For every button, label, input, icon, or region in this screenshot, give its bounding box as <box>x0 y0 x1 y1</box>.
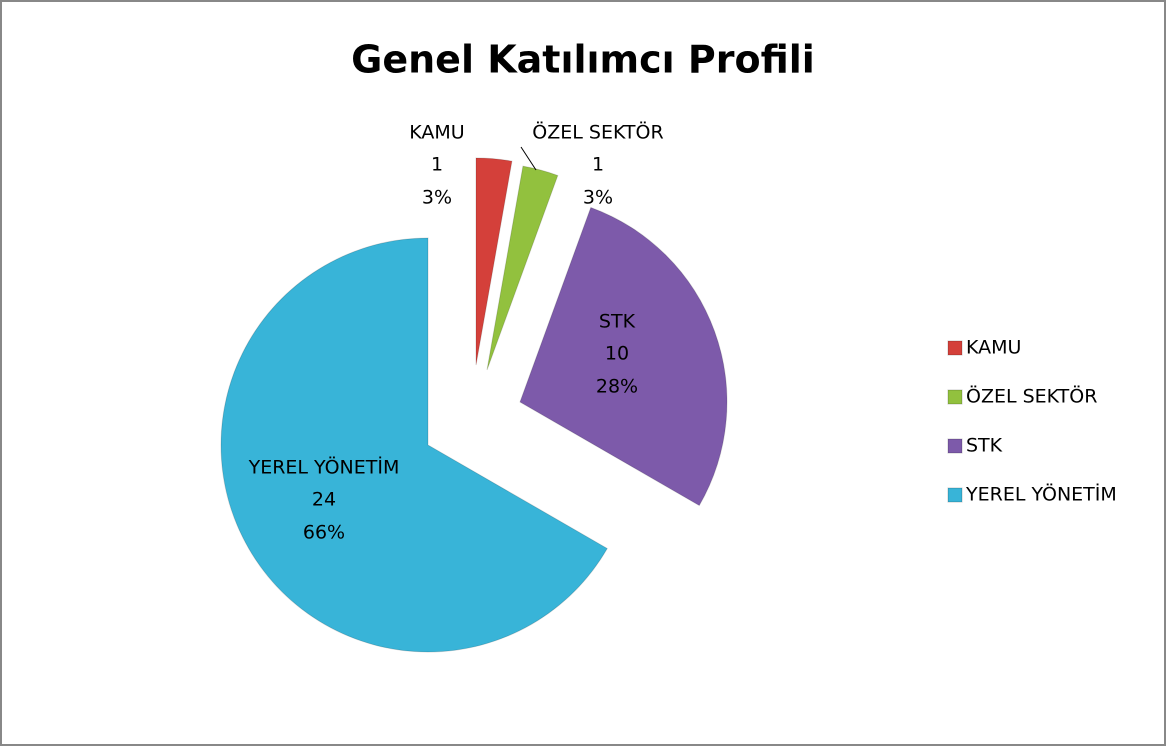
legend-label: ÖZEL SEKTÖR <box>966 385 1097 408</box>
legend-swatch <box>947 389 963 405</box>
data-label-value: 1 <box>592 154 604 176</box>
pie-slice <box>220 237 608 653</box>
data-label-percent: 3% <box>422 187 452 209</box>
data-label-category: STK <box>599 311 636 333</box>
data-label-value: 24 <box>312 489 336 511</box>
pie-slice <box>486 165 559 371</box>
pie-slice <box>519 206 728 507</box>
legend-label: KAMU <box>966 337 1021 359</box>
data-label-percent: 3% <box>583 187 613 209</box>
legend-swatch <box>947 487 963 503</box>
data-label-category: YEREL YÖNETİM <box>248 456 400 479</box>
legend-swatch <box>947 340 963 356</box>
data-label-percent: 66% <box>303 522 345 544</box>
legend-label: YEREL YÖNETİM <box>965 483 1117 506</box>
legend-label: STK <box>966 435 1003 457</box>
data-label-value: 1 <box>431 154 443 176</box>
legend-swatch <box>947 438 963 454</box>
leader-line <box>520 146 537 171</box>
data-label-category: KAMU <box>409 122 464 144</box>
data-label-percent: 28% <box>596 376 638 398</box>
chart-title: Genel Katılımcı Profili <box>351 38 815 82</box>
data-label-category: ÖZEL SEKTÖR <box>532 121 663 144</box>
data-label-value: 10 <box>605 343 629 365</box>
pie-slice <box>475 157 513 366</box>
